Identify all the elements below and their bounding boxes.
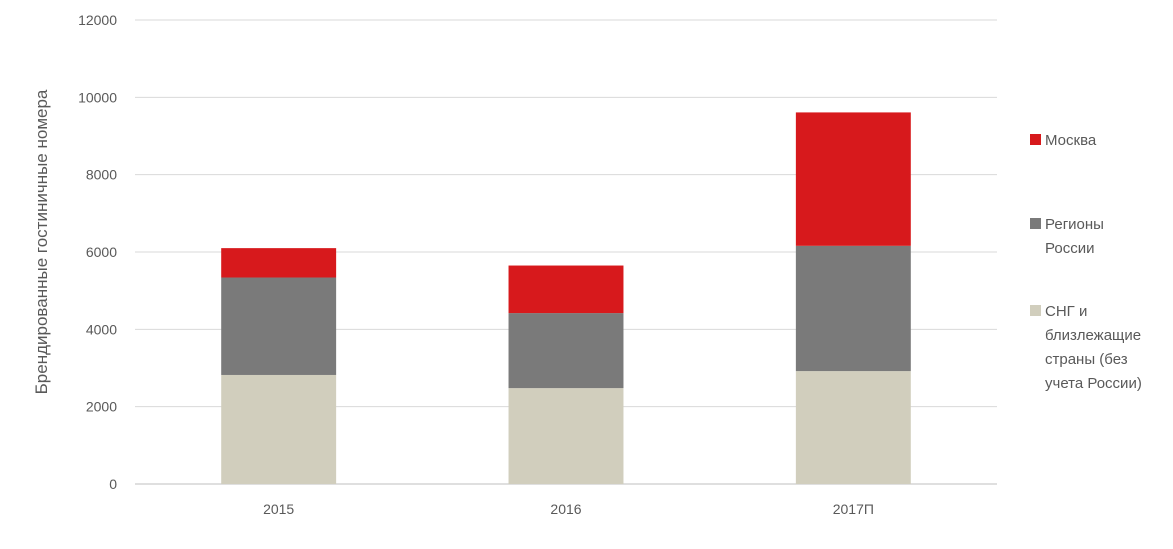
legend-label: России xyxy=(1045,240,1094,257)
legend-label: Регионы xyxy=(1045,216,1104,233)
legend-swatch xyxy=(1030,134,1041,145)
x-tick-label: 2015 xyxy=(263,501,294,517)
x-tick-label: 2017П xyxy=(833,501,874,517)
legend-label: СНГ и xyxy=(1045,303,1087,320)
bar-segment xyxy=(221,277,337,375)
legend-label: учета России) xyxy=(1045,375,1142,392)
x-tick-label: 2016 xyxy=(550,501,581,517)
bar-segment xyxy=(508,265,624,314)
y-tick-label: 10000 xyxy=(78,89,117,105)
x-axis-ticks: 2015 2016 2017П xyxy=(263,501,874,517)
y-tick-label: 4000 xyxy=(86,321,117,337)
legend-label: страны (без xyxy=(1045,351,1128,368)
bar-segment xyxy=(508,313,624,389)
y-tick-label: 8000 xyxy=(86,167,117,183)
legend-label: Москва xyxy=(1045,132,1097,149)
bar-segment xyxy=(795,245,911,372)
bar-segment xyxy=(508,388,624,484)
bars xyxy=(221,112,911,484)
legend-label: близлежащие xyxy=(1045,327,1141,344)
y-tick-label: 6000 xyxy=(86,244,117,260)
bar-segment xyxy=(795,371,911,484)
y-tick-label: 12000 xyxy=(78,12,117,28)
y-tick-label: 2000 xyxy=(86,399,117,415)
legend-swatch xyxy=(1030,305,1041,316)
y-axis-ticks: 0 2000 4000 6000 8000 10000 12000 xyxy=(78,12,117,492)
bar-segment xyxy=(795,112,911,246)
bar-segment xyxy=(221,374,337,484)
legend: Москва Регионы России СНГ и близлежащие стран… xyxy=(1030,132,1142,392)
y-tick-label: 0 xyxy=(109,476,117,492)
y-axis-label: Брендированные гостиничные номера xyxy=(32,89,51,394)
bar-segment xyxy=(221,248,337,278)
legend-swatch xyxy=(1030,218,1041,229)
